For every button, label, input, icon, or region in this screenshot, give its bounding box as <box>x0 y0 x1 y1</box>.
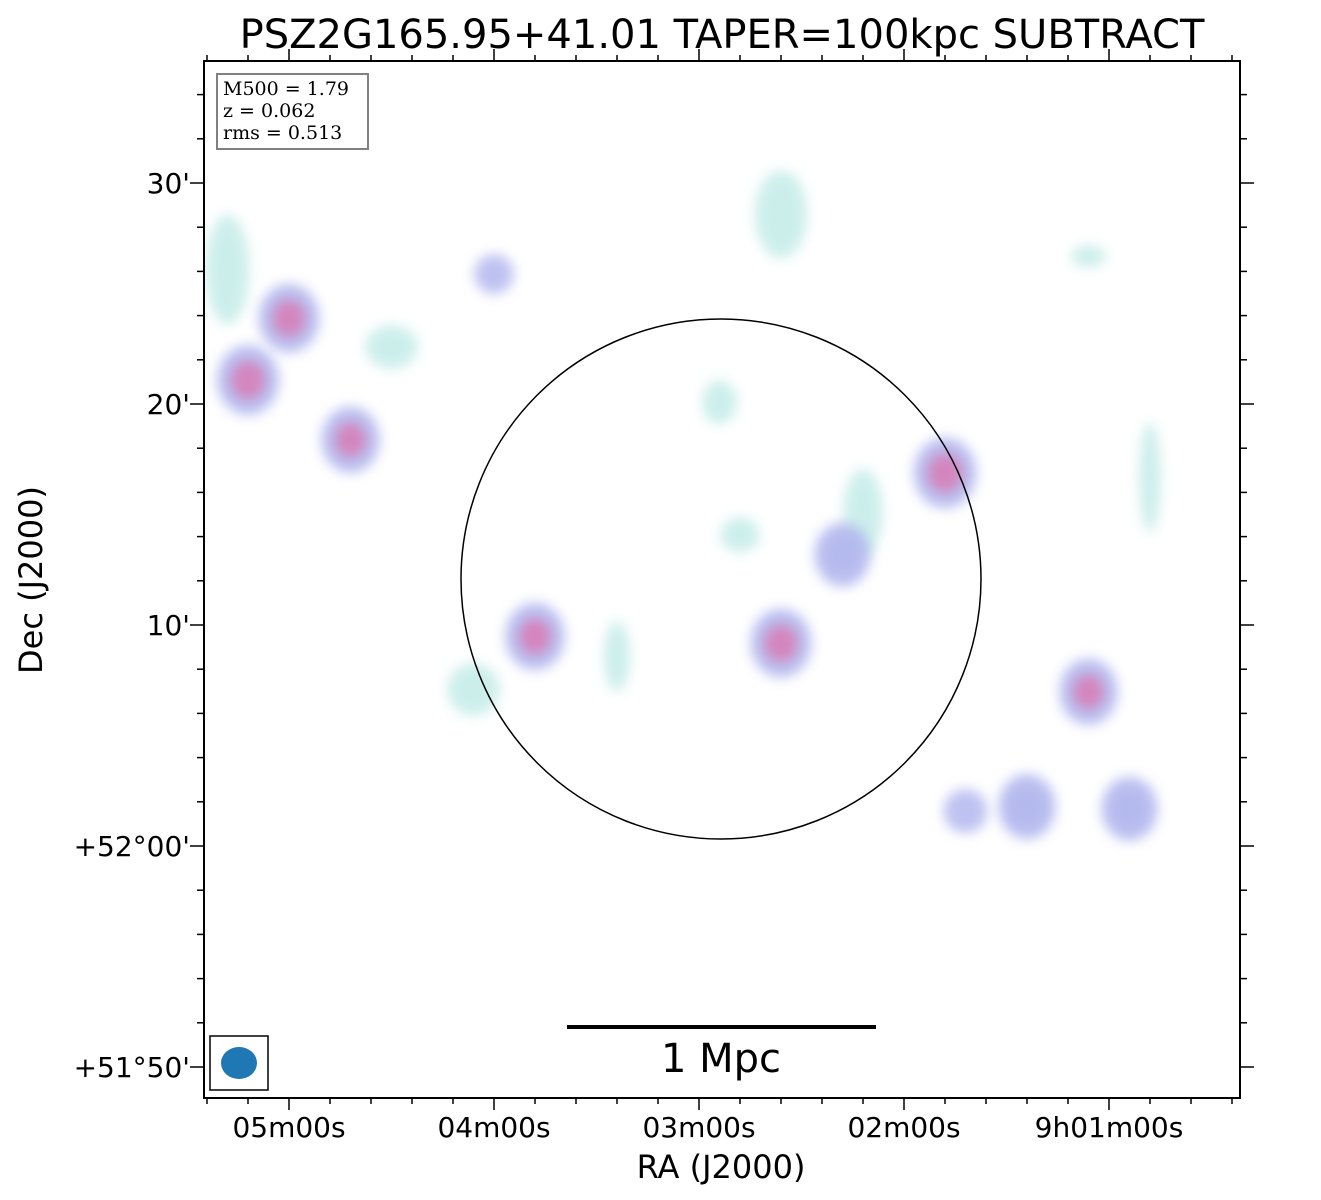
beam-ellipse <box>221 1047 257 1079</box>
info-m500: M500 = 1.79 <box>223 78 349 100</box>
info-box-frame <box>216 73 369 150</box>
y-tick-label: 30' <box>147 167 190 200</box>
diffuse-emission <box>474 254 514 294</box>
source-core <box>764 624 798 662</box>
cluster-aperture-circle <box>460 318 982 840</box>
diffuse-emission <box>365 324 418 369</box>
x-tick-label: 02m00s <box>847 1111 960 1144</box>
source-core <box>1012 790 1042 824</box>
x-tick-label: 9h01m00s <box>1035 1111 1184 1144</box>
source-core <box>519 618 551 655</box>
source-core <box>132 289 160 321</box>
y-tick-label: 10' <box>147 609 190 642</box>
diffuse-emission <box>720 517 760 553</box>
source-halo <box>118 273 174 337</box>
diffuse-emission <box>701 380 738 425</box>
source-core <box>272 299 306 337</box>
diffuse-emission <box>1070 245 1107 268</box>
source-core <box>335 422 366 457</box>
plot-background <box>204 61 1240 1098</box>
source-halo <box>0 0 16 11</box>
x-tick-label: 04m00s <box>437 1111 550 1144</box>
x-axis-title: RA (J2000) <box>637 1148 806 1186</box>
y-tick-labels: 30' 20' 10' +52°00' +51°50' <box>74 167 190 1084</box>
info-box: M500 = 1.79 z = 0.062 rms = 0.513 <box>216 73 369 150</box>
plot-frame <box>203 60 1241 1099</box>
diffuse-emission <box>205 214 250 325</box>
diffuse-emission <box>603 621 631 692</box>
source-core <box>231 0 265 1</box>
diffuse-emission <box>447 663 500 716</box>
diffuse-emission <box>754 170 808 259</box>
diffuse-emission <box>1139 422 1161 533</box>
scale-bar-label: 1 Mpc <box>661 1036 781 1082</box>
diffuse-emission <box>943 789 988 834</box>
source-core <box>828 538 857 571</box>
x-tick-label: 03m00s <box>642 1111 755 1144</box>
source-core <box>927 453 963 493</box>
source-core <box>1073 674 1104 709</box>
x-tick-labels: 05m00s 04m00s 03m00s 02m00s 9h01m00s <box>232 1111 1183 1144</box>
plot-title: PSZ2G165.95+41.01 TAPER=100kpc SUBTRACT <box>240 12 1205 58</box>
emission-map <box>0 0 1163 841</box>
diffuse-emission <box>30 0 56 31</box>
source-core <box>231 361 265 400</box>
y-axis-title: Dec (J2000) <box>12 486 50 674</box>
beam-indicator <box>209 1035 269 1091</box>
info-redshift: z = 0.062 <box>223 100 315 122</box>
info-rms: rms = 0.513 <box>223 122 342 144</box>
y-tick-label: +51°50' <box>74 1051 190 1084</box>
diffuse-emission <box>1137 0 1163 11</box>
scale-bar: 1 Mpc <box>567 1025 876 1082</box>
y-tick-label: +52°00' <box>74 830 190 863</box>
source-core <box>1115 792 1144 825</box>
axis-ticks <box>190 49 1254 1110</box>
y-tick-label: 20' <box>147 388 190 421</box>
x-tick-label: 05m00s <box>232 1111 345 1144</box>
